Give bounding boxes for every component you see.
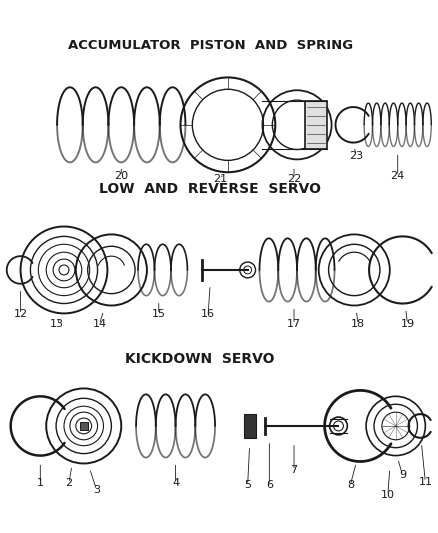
Text: 2: 2 [65, 478, 73, 488]
Text: LOW  AND  REVERSE  SERVO: LOW AND REVERSE SERVO [99, 182, 321, 196]
Text: 13: 13 [50, 319, 64, 329]
Text: 22: 22 [287, 174, 301, 184]
Text: 5: 5 [244, 480, 251, 490]
Text: 9: 9 [399, 470, 406, 480]
Text: 11: 11 [418, 477, 432, 487]
Text: 18: 18 [351, 319, 365, 329]
Text: 23: 23 [349, 151, 363, 161]
Text: KICKDOWN  SERVO: KICKDOWN SERVO [126, 352, 275, 366]
Text: 10: 10 [381, 490, 395, 500]
Text: 1: 1 [37, 478, 44, 488]
Bar [244, 414, 255, 438]
Text: 20: 20 [114, 171, 128, 181]
Text: 24: 24 [391, 171, 405, 181]
Text: 14: 14 [92, 319, 106, 329]
Bar [305, 101, 327, 149]
Text: 21: 21 [213, 174, 227, 184]
Text: 19: 19 [400, 319, 415, 329]
Text: 7: 7 [290, 465, 297, 475]
Text: 15: 15 [152, 309, 166, 319]
Bar [80, 422, 88, 430]
Text: 8: 8 [347, 480, 354, 490]
Text: 17: 17 [287, 319, 301, 329]
Text: 16: 16 [201, 309, 215, 319]
Text: ACCUMULATOR  PISTON  AND  SPRING: ACCUMULATOR PISTON AND SPRING [67, 39, 353, 52]
Text: 6: 6 [266, 480, 273, 490]
Circle shape [245, 421, 254, 431]
Text: 4: 4 [172, 478, 179, 488]
Text: 12: 12 [14, 309, 28, 319]
Text: 3: 3 [93, 485, 100, 495]
